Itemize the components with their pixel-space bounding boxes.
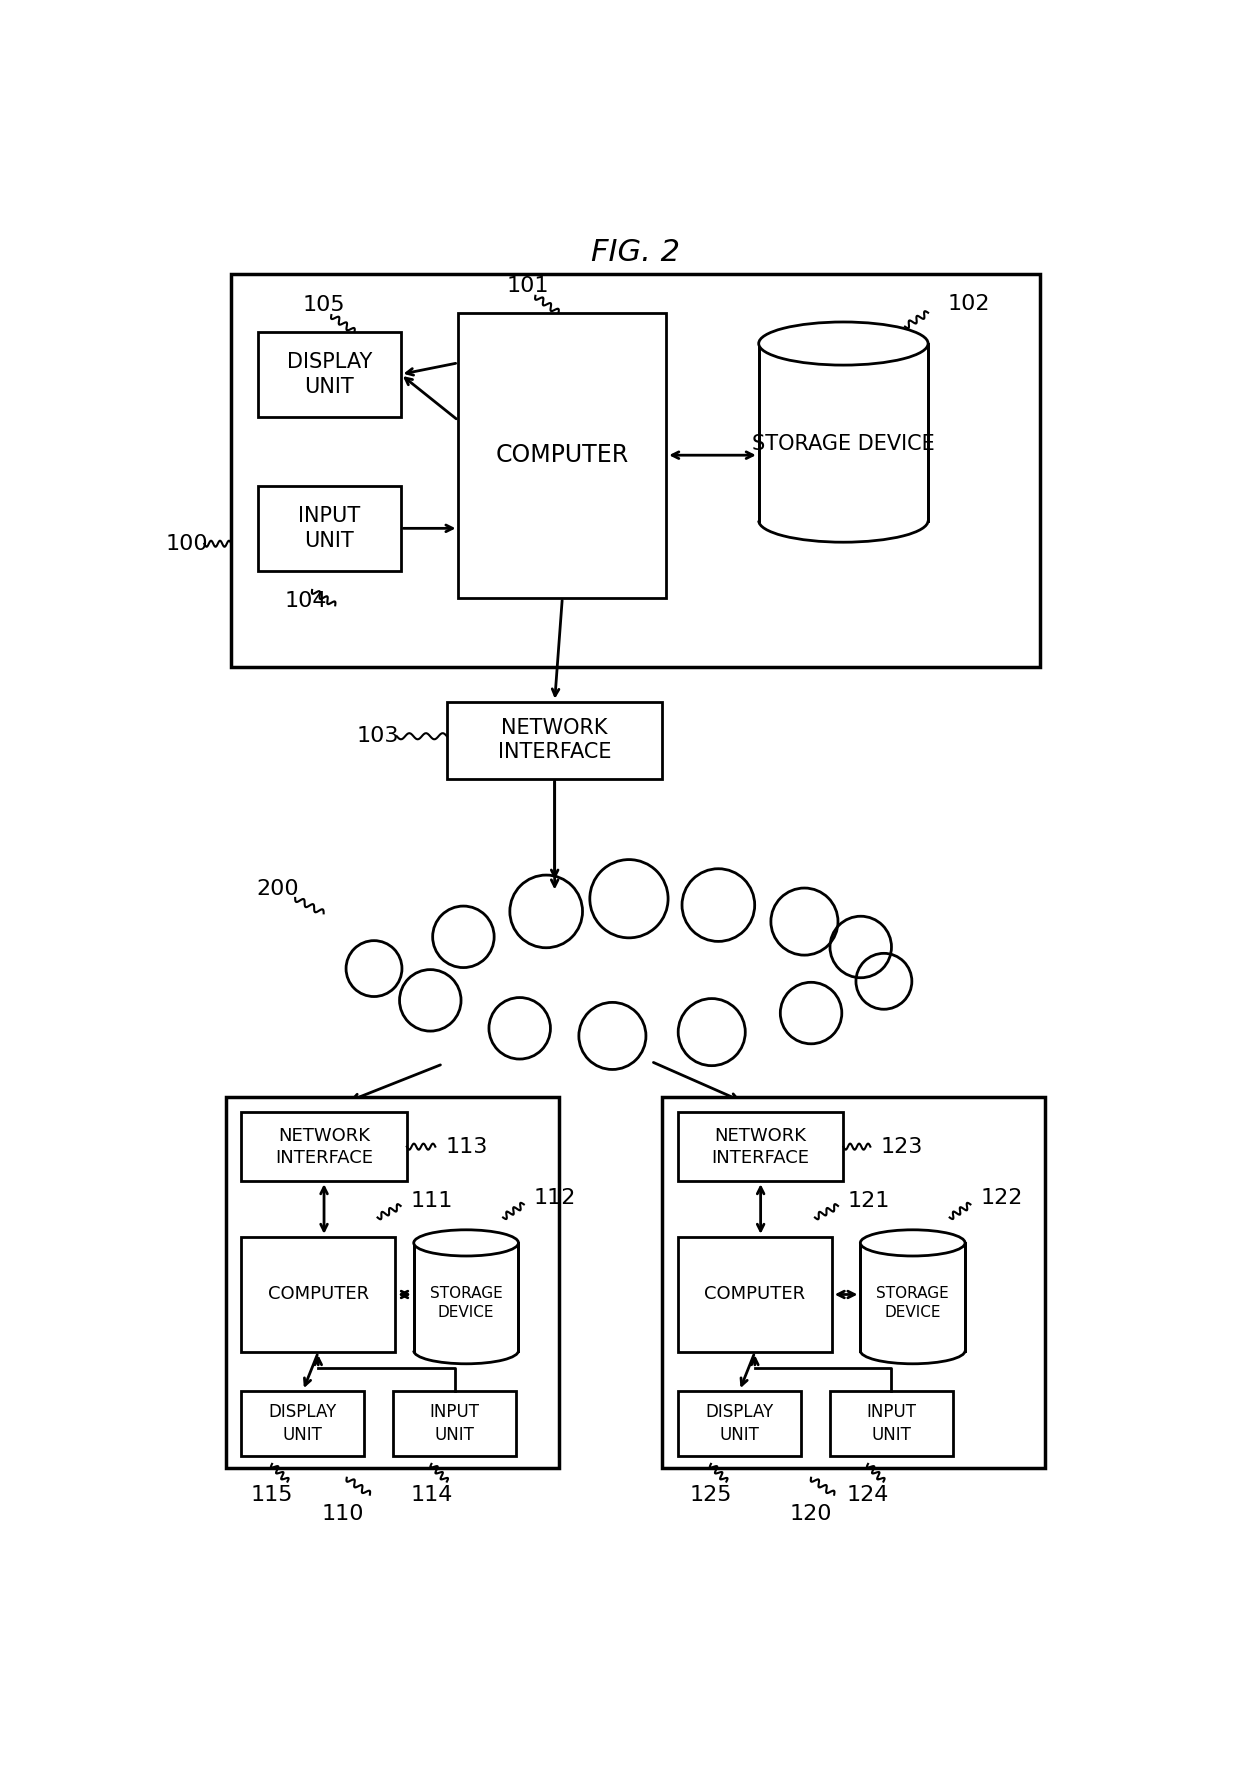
- Text: INPUT
UNIT: INPUT UNIT: [866, 1403, 916, 1444]
- Text: 102: 102: [947, 294, 990, 314]
- Bar: [258, 486, 401, 571]
- Text: 125: 125: [689, 1485, 732, 1504]
- Circle shape: [780, 982, 842, 1044]
- Text: 113: 113: [445, 1136, 487, 1157]
- Ellipse shape: [861, 1230, 965, 1256]
- Text: 112: 112: [534, 1189, 577, 1209]
- Text: STORAGE DEVICE: STORAGE DEVICE: [751, 434, 935, 454]
- Bar: [446, 702, 662, 778]
- Circle shape: [682, 868, 755, 941]
- Text: 100: 100: [166, 533, 208, 553]
- Circle shape: [771, 888, 838, 955]
- Text: COMPUTER: COMPUTER: [704, 1285, 806, 1304]
- Text: 115: 115: [250, 1485, 294, 1504]
- Circle shape: [590, 859, 668, 937]
- Bar: [662, 1097, 1045, 1467]
- Text: INPUT
UNIT: INPUT UNIT: [429, 1403, 480, 1444]
- Text: 122: 122: [981, 1189, 1023, 1209]
- Circle shape: [399, 969, 461, 1031]
- Bar: [414, 1242, 518, 1350]
- Bar: [242, 1113, 407, 1182]
- Bar: [678, 1391, 801, 1457]
- Text: DISPLAY
UNIT: DISPLAY UNIT: [286, 353, 372, 397]
- Ellipse shape: [414, 1230, 518, 1256]
- Bar: [242, 1237, 396, 1352]
- Bar: [393, 1391, 516, 1457]
- Circle shape: [830, 916, 892, 978]
- Bar: [678, 1113, 843, 1182]
- Text: NETWORK
INTERFACE: NETWORK INTERFACE: [275, 1127, 373, 1166]
- Text: STORAGE
DEVICE: STORAGE DEVICE: [877, 1286, 949, 1320]
- Text: 111: 111: [410, 1191, 453, 1210]
- Text: NETWORK
INTERFACE: NETWORK INTERFACE: [498, 718, 611, 762]
- Circle shape: [346, 941, 402, 996]
- Bar: [759, 344, 928, 521]
- Text: 121: 121: [847, 1191, 889, 1210]
- Text: 200: 200: [257, 879, 299, 898]
- Bar: [861, 1242, 965, 1350]
- Text: 101: 101: [506, 276, 549, 296]
- Text: INPUT
UNIT: INPUT UNIT: [299, 507, 361, 551]
- Text: 123: 123: [880, 1136, 923, 1157]
- Circle shape: [579, 1003, 646, 1070]
- Text: FIG. 2: FIG. 2: [591, 237, 680, 268]
- Text: DISPLAY
UNIT: DISPLAY UNIT: [706, 1403, 774, 1444]
- Text: DISPLAY
UNIT: DISPLAY UNIT: [269, 1403, 337, 1444]
- Text: 124: 124: [847, 1485, 889, 1504]
- Text: COMPUTER: COMPUTER: [268, 1285, 368, 1304]
- Circle shape: [856, 953, 911, 1010]
- Text: 103: 103: [356, 727, 399, 746]
- Bar: [459, 312, 666, 597]
- Text: 104: 104: [285, 592, 327, 611]
- Text: COMPUTER: COMPUTER: [496, 443, 629, 468]
- Circle shape: [510, 875, 583, 948]
- Ellipse shape: [759, 323, 928, 365]
- Text: 105: 105: [303, 296, 345, 315]
- Text: 114: 114: [410, 1485, 453, 1504]
- Bar: [226, 1097, 558, 1467]
- Text: STORAGE
DEVICE: STORAGE DEVICE: [430, 1286, 502, 1320]
- Circle shape: [433, 905, 495, 968]
- Bar: [258, 331, 401, 416]
- Text: NETWORK
INTERFACE: NETWORK INTERFACE: [712, 1127, 810, 1166]
- Text: 120: 120: [790, 1504, 832, 1524]
- Bar: [678, 1237, 832, 1352]
- Text: 110: 110: [321, 1504, 365, 1524]
- Bar: [830, 1391, 952, 1457]
- Bar: [231, 275, 1040, 666]
- Circle shape: [489, 998, 551, 1060]
- Bar: [242, 1391, 365, 1457]
- Circle shape: [678, 999, 745, 1065]
